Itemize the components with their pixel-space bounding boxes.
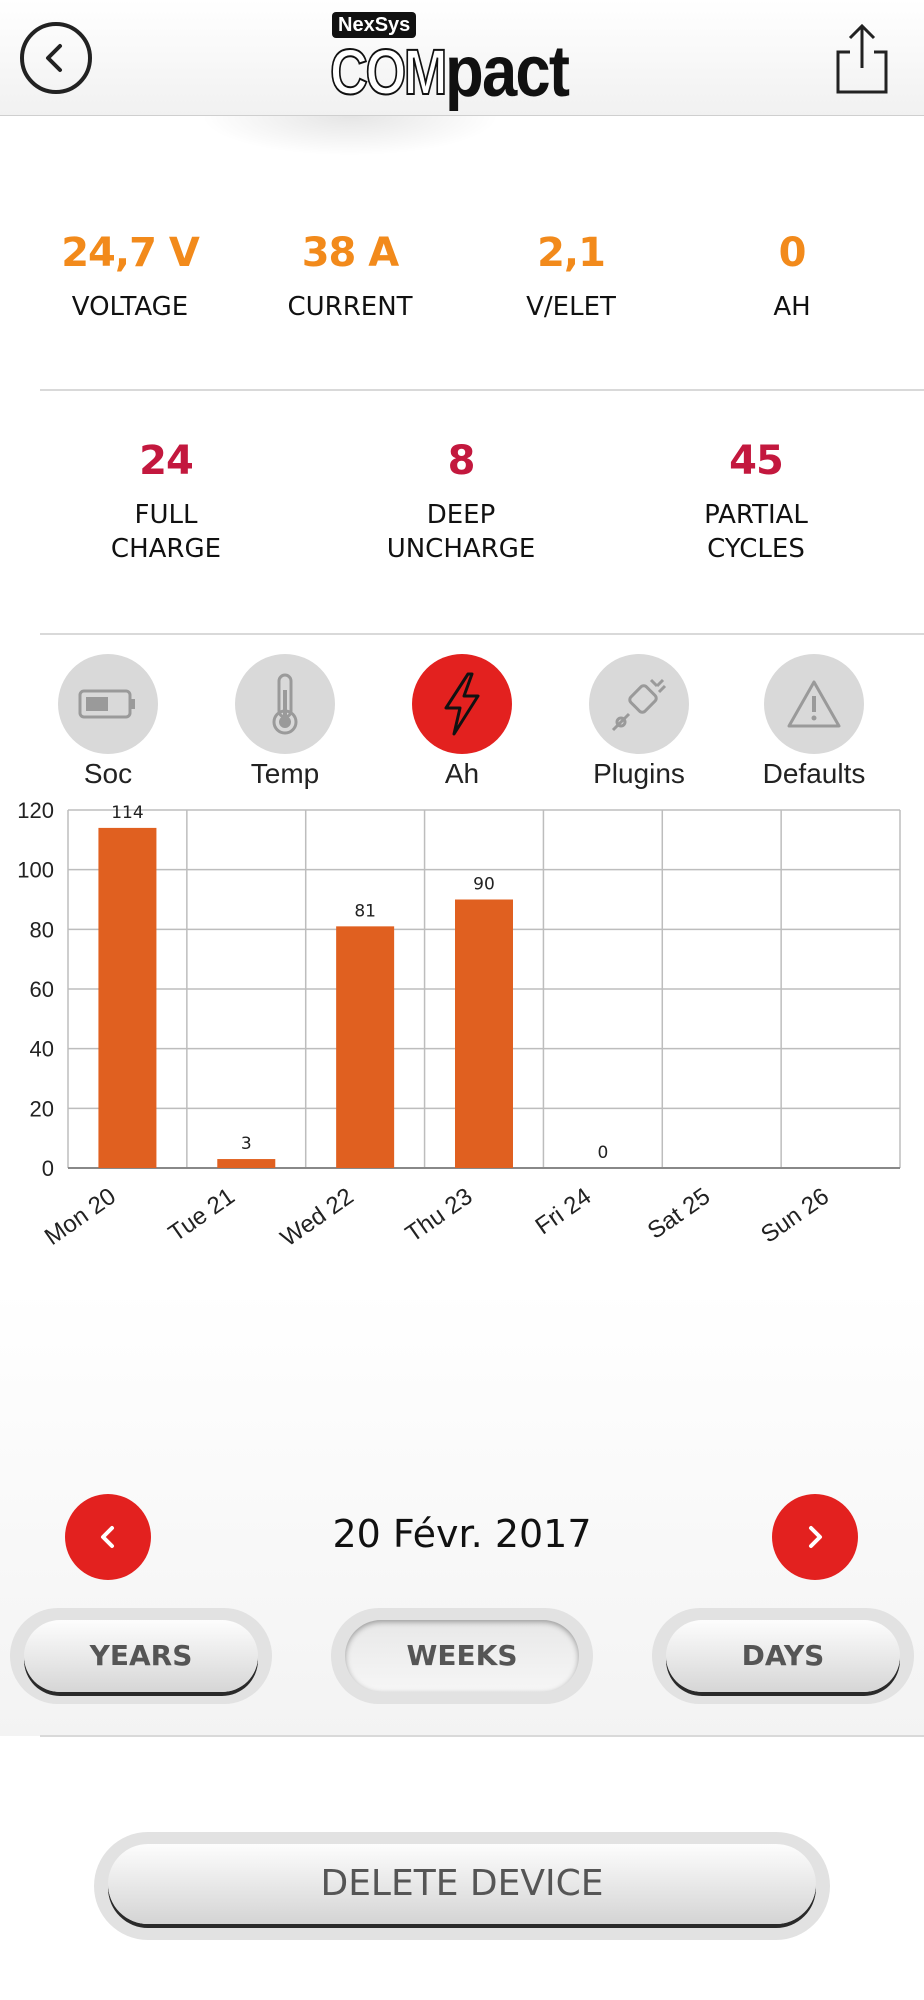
tab-circle-active — [412, 654, 512, 754]
bar-value-label: 81 — [354, 901, 376, 921]
stat-deep-uncharge: 8 DEEP UNCHARGE — [361, 438, 561, 566]
bar — [98, 827, 157, 1168]
divider — [40, 389, 924, 391]
bar — [336, 926, 395, 1168]
days-button[interactable]: DAYS — [666, 1620, 900, 1692]
x-tick-label: Sat 25 — [643, 1183, 715, 1245]
bar-value-label: 114 — [111, 803, 143, 823]
years-button-frame: YEARS — [10, 1608, 272, 1704]
weeks-button-frame: WEEKS — [331, 1608, 593, 1704]
tab-circle — [235, 654, 335, 754]
current-date-label: 20 Févr. 2017 — [332, 1512, 592, 1556]
prev-date-button[interactable] — [65, 1494, 151, 1580]
lightning-icon — [444, 672, 480, 736]
stat-v-elet: 2,1 V/ELET — [481, 230, 661, 324]
next-date-button[interactable] — [772, 1494, 858, 1580]
tab-circle — [58, 654, 158, 754]
bar-value-label: 3 — [241, 1134, 252, 1154]
stat-value: 38 A — [301, 230, 400, 276]
stat-ah: 0 AH — [702, 230, 882, 324]
stat-value: 24,7 V — [61, 230, 200, 276]
tab-label: Soc — [83, 758, 133, 789]
divider — [40, 1735, 924, 1737]
chevron-left-icon — [101, 1526, 114, 1548]
x-tick-label: Fri 24 — [531, 1183, 597, 1240]
stat-label-line1: DEEP — [426, 500, 496, 530]
chevron-left-icon — [46, 44, 62, 72]
stat-label: VOLTAGE — [71, 292, 189, 322]
y-tick-label: 60 — [30, 977, 54, 1002]
y-tick-label: 100 — [17, 858, 54, 883]
stat-value: 24 — [139, 438, 194, 484]
app-logo: NexSys COM pact — [329, 12, 592, 112]
logo-brand-nexsys: NexSys — [332, 12, 417, 38]
stat-label-line1: PARTIAL — [704, 500, 808, 530]
stat-value: 2,1 — [537, 230, 606, 276]
x-tick-label: Mon 20 — [40, 1183, 121, 1251]
tab-circle — [589, 654, 689, 754]
y-tick-label: 120 — [17, 798, 54, 823]
stat-label: PARTIAL CYCLES — [656, 498, 856, 566]
x-tick-label: Sun 26 — [756, 1183, 834, 1249]
share-button[interactable] — [832, 20, 892, 96]
tab-temp[interactable]: Temp — [230, 654, 340, 790]
tab-circle — [764, 654, 864, 754]
stat-full-charge: 24 FULL CHARGE — [66, 438, 266, 566]
stat-label: FULL CHARGE — [66, 498, 266, 566]
delete-device-button[interactable]: DELETE DEVICE — [108, 1844, 816, 1924]
logo-pact: pact — [445, 32, 570, 112]
stat-label-line1: FULL — [134, 500, 198, 530]
stat-label-line2: UNCHARGE — [386, 534, 536, 564]
stat-label-line2: CYCLES — [707, 534, 805, 564]
stat-value: 8 — [447, 438, 476, 484]
tab-soc[interactable]: Soc — [53, 654, 163, 790]
days-button-frame: DAYS — [652, 1608, 914, 1704]
x-tick-label: Tue 21 — [164, 1183, 240, 1247]
tab-ah[interactable]: Ah — [407, 654, 517, 790]
y-tick-label: 0 — [42, 1156, 54, 1181]
stat-voltage: 24,7 V VOLTAGE — [40, 230, 220, 324]
stat-partial-cycles: 45 PARTIAL CYCLES — [656, 438, 856, 566]
divider — [40, 633, 924, 635]
weeks-button[interactable]: WEEKS — [345, 1620, 579, 1692]
chevron-right-icon — [809, 1526, 822, 1548]
tab-plugins[interactable]: Plugins — [584, 654, 694, 790]
battery-icon — [78, 689, 135, 719]
tab-label: Defaults — [762, 758, 866, 789]
logo-com: COM — [329, 35, 448, 109]
app-header: NexSys COM pact — [0, 0, 924, 116]
share-icon — [836, 23, 888, 94]
stat-label: AH — [773, 292, 811, 322]
stat-label: CURRENT — [287, 292, 413, 322]
stat-current: 38 A CURRENT — [260, 230, 440, 324]
warning-icon — [787, 680, 841, 728]
thermometer-icon — [272, 673, 298, 735]
stat-label: V/ELET — [526, 292, 616, 322]
stat-value: 0 — [778, 230, 807, 276]
header-shadow — [200, 116, 500, 156]
delete-device-frame: DELETE DEVICE — [94, 1832, 830, 1940]
stat-label: DEEP UNCHARGE — [361, 498, 561, 566]
tab-label: Ah — [444, 758, 480, 789]
bar-value-label: 90 — [473, 875, 495, 895]
y-tick-label: 80 — [30, 917, 54, 942]
plug-icon — [611, 678, 667, 732]
y-tick-label: 20 — [30, 1096, 54, 1121]
tab-label: Temp — [250, 758, 320, 789]
years-button[interactable]: YEARS — [24, 1620, 258, 1692]
bar — [217, 1159, 276, 1168]
tab-defaults[interactable]: Defaults — [759, 654, 869, 790]
back-button[interactable] — [20, 22, 92, 94]
stat-value: 45 — [729, 438, 784, 484]
x-tick-label: Wed 22 — [276, 1183, 359, 1252]
ah-bar-chart: 0 20 40 60 80 100 120 114 Mon 20 3 Tue 21 81 Wed 22 9… — [17, 798, 901, 1252]
tab-label: Plugins — [593, 758, 685, 789]
bar — [455, 899, 513, 1168]
x-tick-label: Thu 23 — [401, 1183, 478, 1248]
stat-label-line2: CHARGE — [110, 534, 222, 564]
y-tick-label: 40 — [30, 1037, 54, 1062]
bar-value-label: 0 — [597, 1143, 608, 1163]
